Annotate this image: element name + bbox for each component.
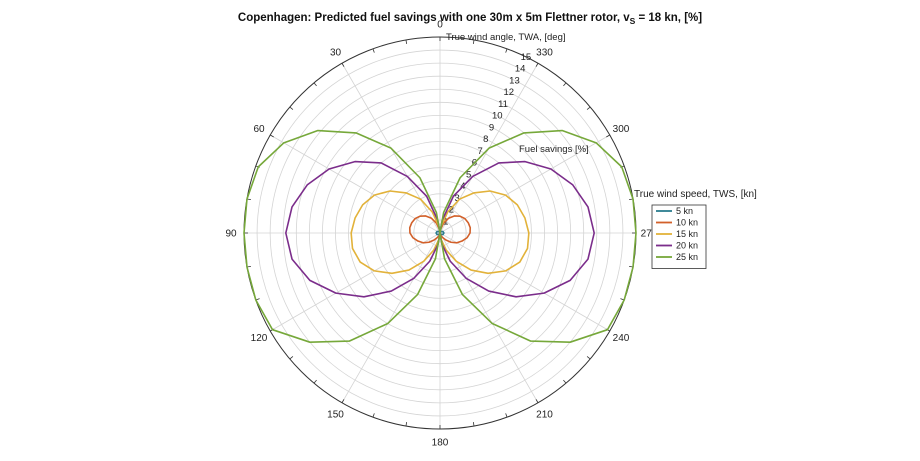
angle-tick-label: 240 <box>613 333 630 344</box>
angle-tick-label: 30 <box>330 48 342 59</box>
angle-tick-label: 120 <box>251 333 268 344</box>
outer-tick <box>289 356 294 360</box>
outer-tick <box>313 379 317 384</box>
outer-tick <box>586 106 591 110</box>
outer-tick <box>372 413 375 418</box>
ring-1 <box>426 219 454 247</box>
radial-tick-label: 11 <box>498 99 508 110</box>
outer-tick <box>535 63 539 67</box>
ring-2 <box>413 206 467 260</box>
radial-tick-label: 7 <box>477 146 482 157</box>
radial-tick-label: 12 <box>503 87 514 98</box>
legend-label: 5 kn <box>676 206 693 216</box>
radial-tick-label: 15 <box>521 52 532 63</box>
legend-box <box>651 204 707 269</box>
legend-title: True wind speed, TWS, [kn] <box>634 189 757 200</box>
angle-tick-label: 270 <box>641 229 658 240</box>
spoke-60 <box>270 134 441 234</box>
outer-tick <box>472 39 475 44</box>
legend-label: 20 kn <box>676 241 698 251</box>
spoke-300 <box>439 134 610 234</box>
data-series <box>243 129 637 343</box>
ring-10 <box>308 101 572 365</box>
outer-tick <box>313 82 317 87</box>
radial-tick-label: 13 <box>509 75 520 86</box>
outer-tick <box>341 63 345 67</box>
chart-title-subscript: S <box>630 16 636 26</box>
ring-6 <box>361 154 519 312</box>
outer-tick <box>472 422 475 427</box>
angle-tick-label: 0 <box>437 20 443 31</box>
angle-tick-label: 60 <box>253 124 265 135</box>
outer-tick <box>586 356 591 360</box>
outer-tick <box>405 422 408 427</box>
outer-tick <box>535 399 539 403</box>
radial-tick-label: 10 <box>492 111 503 122</box>
outer-tick <box>405 39 408 44</box>
ring-13 <box>269 62 611 404</box>
ring-5 <box>374 167 506 299</box>
radial-tick-label: 5 <box>466 169 471 180</box>
chart-title: Copenhagen: Predicted fuel savings with … <box>238 12 702 26</box>
chart-title-tail: = 18 kn, [%] <box>635 12 702 24</box>
angle-tick-label: 210 <box>536 410 553 421</box>
radial-tick-label: 14 <box>515 64 526 75</box>
outer-tick <box>606 134 610 138</box>
ring-8 <box>335 128 545 338</box>
angle-tick-label: 90 <box>225 229 237 240</box>
ring-4 <box>387 180 493 286</box>
spoke-120 <box>270 232 441 332</box>
spoke-240 <box>439 232 610 332</box>
outer-tick <box>505 48 508 53</box>
radial-axis-label: Fuel savings [%] <box>519 144 589 155</box>
outer-tick <box>563 379 567 384</box>
angle-axis-label: True wind angle, TWA, [deg] <box>446 32 566 43</box>
angle-tick-label: 300 <box>613 124 630 135</box>
series-line-25-kn <box>243 129 637 343</box>
radial-tick-label: 9 <box>489 122 494 133</box>
ring-3 <box>400 193 480 273</box>
angle-tick-label: 180 <box>432 438 449 449</box>
ring-12 <box>282 75 598 391</box>
ring-14 <box>256 49 624 417</box>
ring-9 <box>321 115 558 351</box>
angle-tick-label: 150 <box>327 410 344 421</box>
legend-label: 15 kn <box>676 229 698 239</box>
legend-label: 10 kn <box>676 218 698 228</box>
ring-11 <box>295 88 585 378</box>
ring-7 <box>348 141 532 325</box>
angle-tick-label: 330 <box>536 48 553 59</box>
legend-label: 25 kn <box>676 252 698 262</box>
outer-tick <box>563 82 567 87</box>
radial-tick-label: 3 <box>455 193 460 204</box>
outer-tick <box>270 134 274 138</box>
radial-tick-label: 8 <box>483 134 488 145</box>
outer-tick <box>341 399 345 403</box>
radial-tick-label: 2 <box>449 205 454 216</box>
chart-title-main: Copenhagen: Predicted fuel savings with … <box>238 12 630 24</box>
polar-grid <box>243 36 637 430</box>
outer-tick <box>289 106 294 110</box>
outer-tick <box>372 48 375 53</box>
outer-tick <box>505 413 508 418</box>
